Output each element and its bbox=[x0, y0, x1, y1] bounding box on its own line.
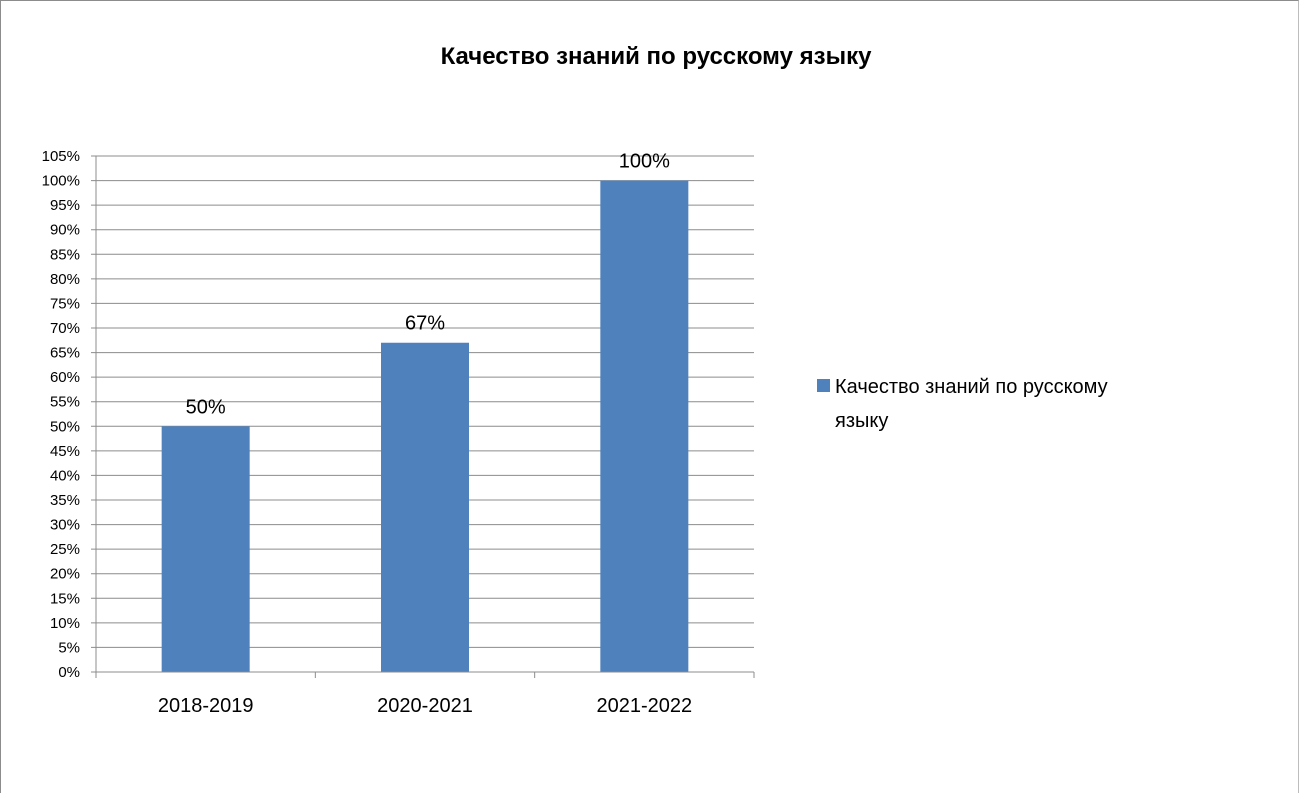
legend-label-line-2: языку bbox=[835, 410, 888, 432]
y-tick-label: 15% bbox=[50, 590, 80, 607]
y-tick-label: 55% bbox=[50, 394, 80, 411]
legend: Качество знаний по русскому языку bbox=[817, 376, 1108, 432]
y-tick-label: 0% bbox=[58, 664, 80, 681]
data-label-2021-2022: 100% bbox=[619, 151, 670, 173]
y-tick-label: 30% bbox=[50, 517, 80, 534]
y-tick-label: 25% bbox=[50, 541, 80, 558]
x-axis-category-labels: 2018-2019 2020-2021 2021-2022 bbox=[158, 695, 692, 717]
y-tick-label: 65% bbox=[50, 345, 80, 362]
data-label-2018-2019: 50% bbox=[186, 396, 226, 418]
y-tick-label: 50% bbox=[50, 418, 80, 435]
y-tick-label: 95% bbox=[50, 197, 80, 214]
x-category-label: 2018-2019 bbox=[158, 695, 254, 717]
y-tick-label: 105% bbox=[42, 148, 80, 165]
y-axis-tick-labels: 0% 5% 10% 15% 20% 25% 30% 35% 40% 45% 50% 55% 60% 65%… bbox=[42, 148, 80, 681]
x-category-label: 2020-2021 bbox=[377, 695, 473, 717]
y-tick-label: 90% bbox=[50, 222, 80, 239]
y-tick-label: 85% bbox=[50, 246, 80, 263]
y-tick-label: 40% bbox=[50, 467, 80, 484]
legend-label-line-1: Качество знаний по русскому bbox=[835, 376, 1108, 398]
y-tick-label: 45% bbox=[50, 443, 80, 460]
y-tick-label: 60% bbox=[50, 369, 80, 386]
y-tick-label: 100% bbox=[42, 173, 80, 190]
y-tick-label: 80% bbox=[50, 271, 80, 288]
data-labels: 50% 67% 100% bbox=[186, 151, 670, 419]
data-label-2020-2021: 67% bbox=[405, 313, 445, 335]
y-tick-label: 75% bbox=[50, 295, 80, 312]
y-tick-label: 10% bbox=[50, 615, 80, 632]
y-tick-label: 35% bbox=[50, 492, 80, 509]
x-category-label: 2021-2022 bbox=[597, 695, 693, 717]
y-tick-label: 70% bbox=[50, 320, 80, 337]
bar-2020-2021 bbox=[381, 342, 469, 672]
bar-2018-2019 bbox=[161, 426, 250, 672]
bars bbox=[161, 180, 689, 673]
bar-2021-2022 bbox=[600, 180, 689, 673]
y-tick-label: 20% bbox=[50, 566, 80, 583]
y-tick-label: 5% bbox=[58, 639, 80, 656]
axes bbox=[91, 156, 755, 678]
legend-swatch bbox=[817, 379, 830, 392]
chart-title: Качество знаний по русскому языку bbox=[441, 43, 873, 70]
